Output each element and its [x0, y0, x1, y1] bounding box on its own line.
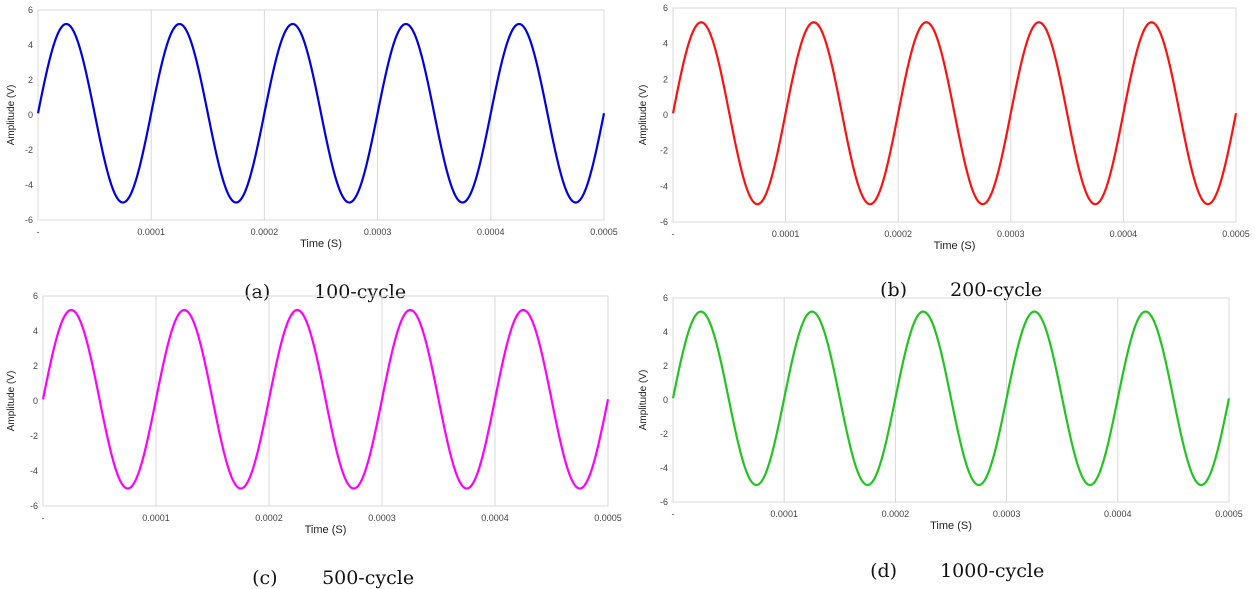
y-tick-label: -4: [25, 180, 33, 190]
y-tick-label: 2: [663, 74, 668, 84]
y-tick-label: -6: [660, 497, 668, 507]
x-tick-label: 0.0003: [997, 229, 1025, 239]
x-tick-label: 0.0001: [772, 229, 800, 239]
caption-text: 1000-cycle: [940, 560, 1045, 582]
y-axis-title: Amplitude (V): [6, 85, 17, 146]
x-tick-label: 0.0004: [481, 513, 509, 523]
chart-panel-a: 6 4 2 0 -2 -4 -6- 0.0001 0.0002 0.0003 0.0004 0.000…: [0, 0, 620, 250]
y-axis-title: Amplitude (V): [6, 371, 17, 432]
y-tick-label: 0: [663, 395, 668, 405]
caption-d: (d) 1000-cycle: [858, 538, 1044, 582]
chart-panel-c: 6 4 2 0 -2 -4 -6- 0.0001 0.0002 0.0003 0.0004 0.000…: [0, 288, 622, 538]
x-tick-label: 0.0005: [1222, 229, 1250, 239]
y-tick-label: -6: [660, 217, 668, 227]
y-tick-label: 0: [33, 396, 38, 406]
x-axis-title: Time (S): [305, 524, 347, 536]
y-tick-label: 2: [663, 361, 668, 371]
y-tick-label: -2: [30, 431, 38, 441]
y-axis-title: Amplitude (V): [638, 85, 649, 146]
y-tick-label: 6: [663, 3, 668, 13]
chart-c-svg: 6 4 2 0 -2 -4 -6- 0.0001 0.0002 0.0003 0.0004 0.000…: [6, 291, 622, 536]
x-tick-label: 0.0002: [255, 513, 283, 523]
x-axis-title: Time (S): [930, 520, 972, 532]
y-tick-label: 4: [663, 327, 668, 337]
y-tick-label: -6: [30, 501, 38, 511]
x-tick-label: -: [42, 513, 45, 523]
x-tick-label: -: [672, 509, 675, 519]
y-tick-label: -2: [660, 429, 668, 439]
x-tick-label: 0.0003: [993, 509, 1021, 519]
y-tick-label: 6: [33, 291, 38, 301]
caption-letter: (b): [880, 279, 908, 301]
y-tick-label: 2: [33, 361, 38, 371]
x-tick-label: 0.0005: [594, 513, 622, 523]
x-tick-label: -: [37, 227, 40, 237]
series-line: [36, 22, 606, 204]
x-tick-label: 0.0004: [477, 227, 505, 237]
y-tick-label: 4: [28, 40, 33, 50]
x-tick-label: 0.0001: [137, 227, 165, 237]
caption-letter: (a): [244, 281, 271, 303]
caption-a: (a) 100-cycle: [232, 259, 406, 303]
x-tick-label: 0.0003: [364, 227, 392, 237]
x-tick-label: -: [672, 229, 675, 239]
x-axis-title: Time (S): [934, 240, 976, 252]
y-tick-label: 6: [28, 5, 33, 15]
y-tick-label: -4: [660, 463, 668, 473]
caption-letter: (d): [870, 560, 898, 582]
y-tick-label: -4: [30, 466, 38, 476]
y-tick-label: 4: [33, 326, 38, 336]
x-tick-label: 0.0001: [770, 509, 798, 519]
y-axis-title: Amplitude (V): [638, 370, 649, 431]
caption-text: 500-cycle: [322, 567, 415, 589]
x-tick-label: 0.0004: [1110, 229, 1138, 239]
x-tick-label: 0.0002: [884, 229, 912, 239]
x-tick-label: 0.0004: [1104, 509, 1132, 519]
x-tick-label: 0.0002: [251, 227, 279, 237]
caption-c: (c) 500-cycle: [240, 545, 414, 589]
series-line: [671, 310, 1231, 487]
series-line: [671, 21, 1238, 206]
y-tick-label: -6: [25, 215, 33, 225]
x-tick-label: 0.0005: [590, 227, 618, 237]
caption-text: 100-cycle: [314, 281, 407, 303]
y-tick-label: -4: [660, 181, 668, 191]
y-tick-label: 0: [663, 110, 668, 120]
caption-letter: (c): [252, 567, 278, 589]
caption-text: 200-cycle: [950, 279, 1043, 301]
y-tick-label: 2: [28, 75, 33, 85]
chart-a-svg: 6 4 2 0 -2 -4 -6- 0.0001 0.0002 0.0003 0.0004 0.000…: [6, 5, 618, 250]
x-tick-label: 0.0001: [142, 513, 170, 523]
series-line: [41, 308, 610, 490]
chart-panel-d: 6 4 2 0 -2 -4 -6- 0.0001 0.0002 0.0003 0.0004 0.000…: [632, 290, 1255, 536]
y-tick-label: 0: [28, 110, 33, 120]
y-tick-label: 4: [663, 39, 668, 49]
y-tick-label: -2: [25, 145, 33, 155]
chart-d-svg: 6 4 2 0 -2 -4 -6- 0.0001 0.0002 0.0003 0.0004 0.000…: [638, 293, 1243, 532]
y-tick-label: -2: [660, 146, 668, 156]
x-tick-label: 0.0002: [882, 509, 910, 519]
chart-b-svg: 6 4 2 0 -2 -4 -6- 0.0001 0.0002 0.0003 0.0004 0.000…: [638, 3, 1250, 252]
caption-b: (b) 200-cycle: [868, 257, 1042, 301]
x-tick-label: 0.0003: [368, 513, 396, 523]
x-tick-label: 0.0005: [1215, 509, 1243, 519]
chart-panel-b: 6 4 2 0 -2 -4 -6- 0.0001 0.0002 0.0003 0.0004 0.000…: [632, 0, 1255, 252]
x-axis-title: Time (S): [300, 238, 342, 250]
y-tick-label: 6: [663, 293, 668, 303]
